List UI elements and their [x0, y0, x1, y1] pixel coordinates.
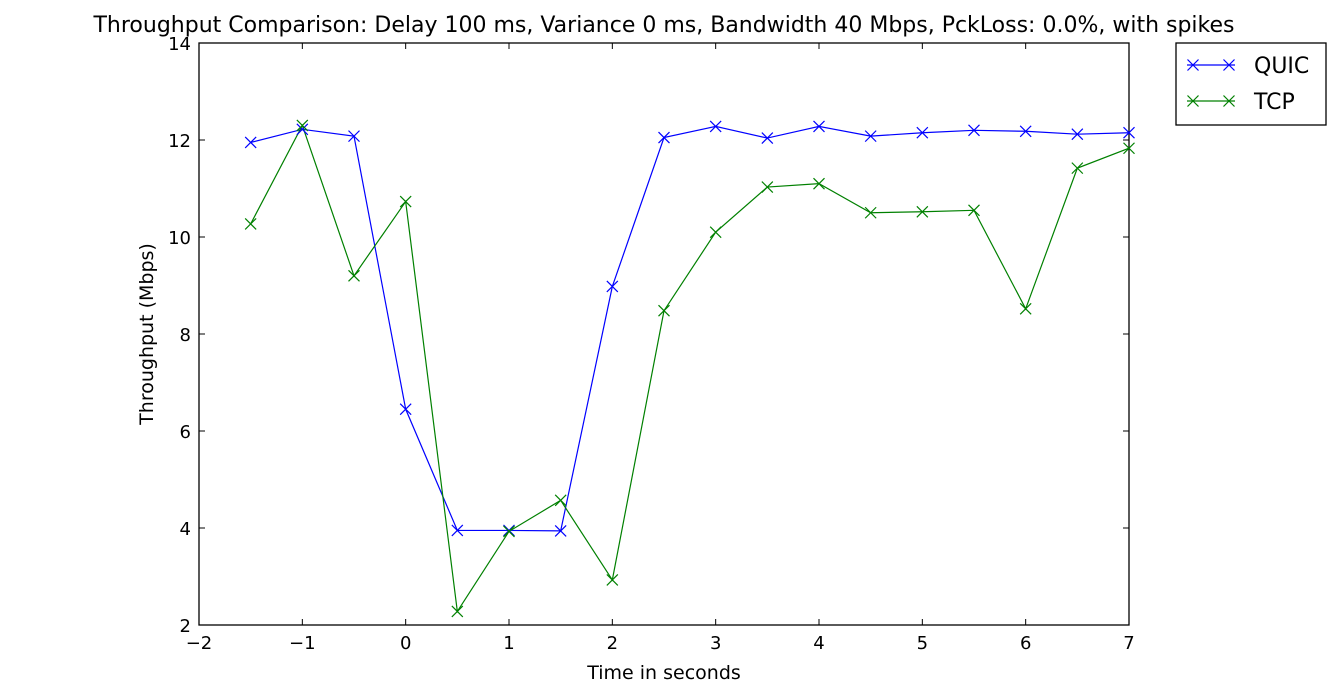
quic-data-point — [296, 123, 309, 136]
tcp-data-point — [916, 205, 929, 218]
tcp-data-point — [606, 573, 619, 586]
chart-title: Throughput Comparison: Delay 100 ms, Var… — [92, 13, 1234, 38]
y-tick-label: 2 — [180, 616, 191, 637]
quic-data-point — [864, 130, 877, 143]
x-tick-label: 5 — [917, 633, 928, 654]
quic-data-point — [348, 130, 360, 143]
legend-box — [1175, 42, 1327, 126]
tcp-data-point — [761, 181, 774, 193]
tcp-data-point — [968, 204, 980, 217]
quic-data-point — [709, 120, 722, 133]
legend-entries: QUIC TCP — [1187, 54, 1309, 115]
quic-data-point — [813, 120, 825, 133]
y-axis-label: Throughput (Mbps) — [136, 243, 158, 426]
tcp-data-point — [709, 226, 722, 239]
quic-data-point — [968, 124, 980, 137]
tcp-data-point — [451, 605, 464, 618]
tcp-data-point — [554, 494, 567, 507]
tcp-data-point — [658, 304, 670, 317]
legend-label: TCP — [1253, 90, 1295, 115]
x-tick-label: −2 — [186, 633, 213, 654]
x-tick-label: −1 — [289, 633, 316, 654]
y-tick-label: 4 — [180, 519, 191, 540]
x-axis-label: Time in seconds — [586, 662, 741, 684]
x-tick-label: 7 — [1123, 633, 1134, 654]
quic-data-point — [1123, 126, 1135, 139]
tcp-series-line — [250, 123, 1129, 614]
tcp-data-point — [503, 525, 515, 538]
quic-data-point — [658, 131, 670, 144]
tick-marks — [198, 42, 1130, 626]
y-tick-label: 14 — [168, 34, 191, 55]
x-tick-label: 0 — [400, 633, 411, 654]
tcp-data-point — [864, 206, 877, 219]
legend-marker — [1187, 59, 1199, 71]
legend-label: QUIC — [1254, 54, 1309, 79]
quic-data-point — [1019, 125, 1032, 138]
quic-data-point — [399, 403, 412, 416]
legend-item-tcp: TCP — [1187, 90, 1295, 115]
tcp-data-point — [1123, 142, 1135, 155]
quic-data-point — [554, 524, 567, 537]
series-layer — [250, 123, 1129, 614]
tcp-data-point — [813, 177, 825, 190]
tcp-data-point — [399, 195, 412, 208]
x-tick-label: 4 — [813, 633, 824, 654]
tcp-data-point — [1071, 162, 1084, 175]
legend: QUIC TCP — [1175, 42, 1327, 126]
y-tick-label: 12 — [168, 131, 191, 152]
x-tick-label: 6 — [1020, 633, 1031, 654]
quic-data-point — [606, 280, 619, 293]
tcp-data-point — [296, 119, 309, 132]
x-tick-label: 1 — [503, 633, 514, 654]
plot-area — [198, 42, 1130, 626]
y-tick-label: 8 — [180, 325, 191, 346]
tcp-data-point — [1019, 302, 1032, 315]
x-tick-label: 3 — [710, 633, 721, 654]
quic-data-point — [503, 524, 515, 537]
legend-marker — [1223, 59, 1235, 71]
legend-marker — [1187, 95, 1199, 107]
quic-data-point — [244, 136, 257, 149]
quic-data-point — [451, 524, 464, 537]
markers-layer — [244, 119, 1135, 618]
quic-series-line — [250, 125, 1129, 532]
y-tick-label: 10 — [168, 228, 191, 249]
quic-data-point — [916, 126, 929, 139]
legend-item-quic: QUIC — [1187, 54, 1309, 79]
y-tick-label: 6 — [180, 422, 191, 443]
legend-marker — [1223, 95, 1235, 107]
tcp-data-point — [348, 269, 360, 282]
tcp-data-point — [244, 217, 257, 230]
quic-data-point — [761, 132, 774, 144]
quic-data-point — [1071, 128, 1084, 141]
x-tick-label: 2 — [607, 633, 618, 654]
